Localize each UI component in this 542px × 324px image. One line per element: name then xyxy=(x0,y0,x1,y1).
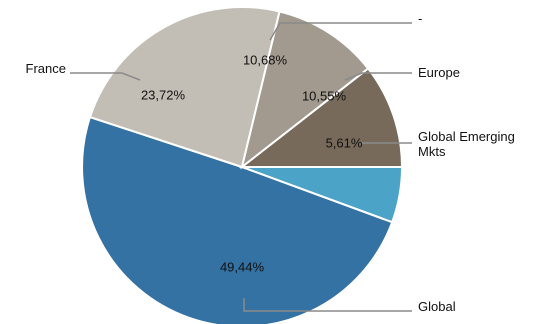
data-label: 23,72% xyxy=(141,87,186,102)
category-label: Global xyxy=(418,299,456,314)
pie-slice-global xyxy=(81,115,394,324)
category-label: Global Emerging Mkts xyxy=(418,129,515,159)
category-label: France xyxy=(26,61,66,76)
data-label: 49,44% xyxy=(220,259,265,274)
leader-line xyxy=(243,298,412,312)
data-label: 10,55% xyxy=(302,88,347,103)
data-label: 10,68% xyxy=(243,52,288,67)
data-label: 5,61% xyxy=(326,135,363,150)
leader-line xyxy=(344,72,412,81)
leader-line xyxy=(269,22,412,41)
category-label: - xyxy=(418,11,422,26)
leader-line xyxy=(70,72,141,81)
pie-slice-france xyxy=(88,6,281,169)
pie-slice-unnamed xyxy=(240,10,370,170)
category-label: Europe xyxy=(418,65,460,80)
